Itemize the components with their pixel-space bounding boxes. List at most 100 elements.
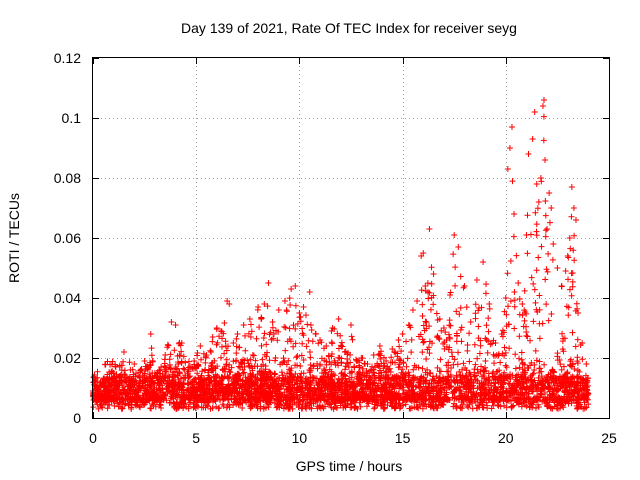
data-point [401, 394, 408, 401]
data-point [384, 363, 391, 370]
data-point [396, 356, 403, 363]
data-point [168, 319, 175, 325]
data-point [458, 390, 465, 397]
y-tick-label: 0 [73, 410, 81, 426]
data-point [455, 349, 462, 356]
data-point [483, 281, 490, 288]
data-point [342, 375, 349, 382]
data-point [160, 393, 167, 400]
data-point [274, 404, 281, 411]
data-point [136, 383, 143, 390]
data-point [566, 235, 573, 241]
data-point [236, 372, 243, 379]
data-point [331, 396, 338, 403]
data-point [174, 372, 181, 379]
data-point [162, 368, 169, 375]
data-point [286, 366, 293, 373]
data-point [490, 379, 497, 386]
data-point [430, 271, 437, 277]
data-point [309, 391, 316, 398]
data-point [191, 358, 198, 364]
data-point [473, 277, 480, 283]
data-point [316, 380, 323, 387]
data-point [428, 280, 435, 287]
data-point [426, 323, 433, 330]
data-point [421, 378, 428, 385]
data-point [106, 401, 113, 408]
data-point [530, 280, 537, 287]
data-point [402, 376, 409, 383]
data-point [524, 250, 531, 257]
data-point [340, 404, 347, 411]
data-point [484, 402, 491, 409]
data-point [321, 382, 328, 389]
data-point [201, 377, 208, 384]
data-point [458, 380, 465, 387]
data-point [157, 387, 164, 394]
data-point [119, 396, 126, 403]
data-point [172, 379, 179, 386]
data-point [118, 405, 125, 412]
data-point [434, 396, 441, 403]
data-point [525, 377, 532, 384]
data-point [442, 395, 449, 402]
data-point [230, 402, 237, 409]
data-point [472, 315, 479, 322]
y-axis-label: ROTI / TECUs [6, 193, 22, 283]
data-point [269, 324, 276, 331]
data-point [569, 329, 576, 336]
data-point [331, 357, 338, 364]
data-point [391, 377, 398, 384]
data-point [451, 232, 458, 238]
data-point [329, 383, 336, 390]
data-point [498, 375, 505, 382]
data-point [266, 331, 273, 338]
data-point [190, 399, 197, 406]
data-point [488, 382, 495, 389]
data-point [557, 382, 564, 389]
data-point [501, 344, 508, 351]
data-point [108, 382, 115, 389]
data-point [313, 395, 320, 402]
data-point [258, 342, 265, 349]
data-point [343, 360, 350, 367]
data-point [377, 396, 384, 403]
data-point [339, 343, 346, 350]
data-point [457, 404, 464, 411]
data-point [275, 375, 282, 382]
data-point [572, 387, 579, 394]
data-point [414, 404, 421, 411]
data-point [303, 375, 310, 382]
data-point [493, 369, 500, 376]
data-point [221, 365, 228, 372]
data-point [425, 295, 432, 302]
data-point [551, 382, 558, 389]
data-point [405, 383, 412, 390]
data-point [425, 380, 432, 387]
data-point [359, 377, 366, 384]
data-point [528, 380, 535, 387]
data-point [495, 376, 502, 383]
data-point [335, 362, 342, 369]
data-point [351, 384, 358, 391]
data-point [218, 328, 225, 335]
data-point [541, 361, 548, 368]
data-point [529, 136, 536, 142]
data-point [457, 273, 464, 280]
data-point [282, 347, 289, 354]
data-point [575, 310, 582, 316]
data-point [396, 361, 403, 368]
data-point [388, 402, 395, 409]
data-point [370, 380, 377, 387]
data-point [174, 392, 181, 399]
data-point [536, 369, 543, 376]
data-point [426, 226, 433, 232]
data-point [207, 405, 214, 412]
data-point [269, 387, 276, 394]
data-point [553, 405, 560, 412]
data-point [264, 396, 271, 403]
data-point [169, 371, 176, 378]
data-point [545, 317, 552, 324]
data-point [292, 370, 299, 377]
data-point [566, 286, 573, 293]
